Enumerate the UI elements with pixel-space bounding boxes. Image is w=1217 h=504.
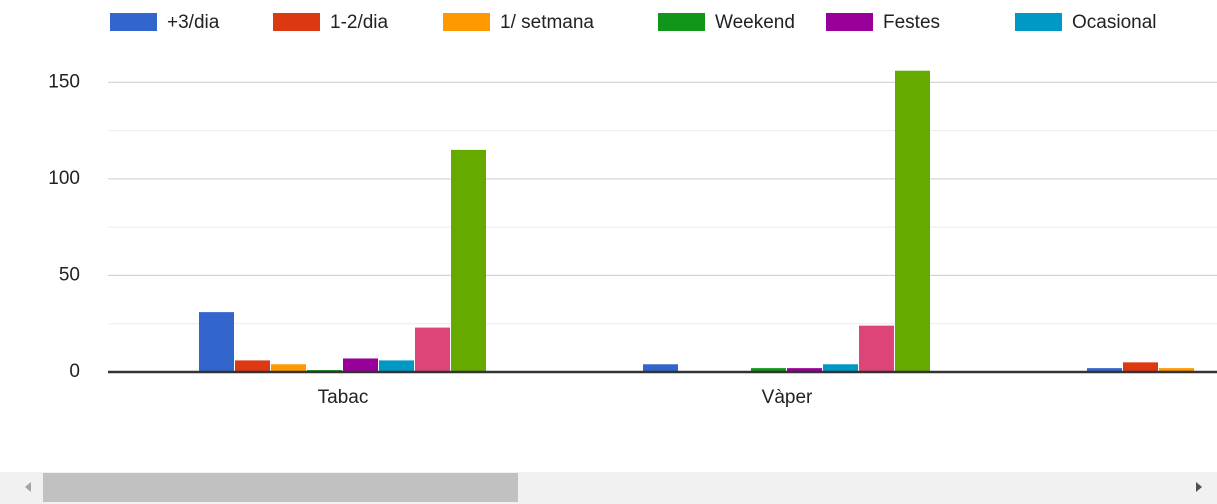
legend-swatch bbox=[110, 13, 157, 31]
legend-label: 1-2/dia bbox=[330, 12, 389, 33]
legend-swatch bbox=[273, 13, 320, 31]
x-tick-label: Vàper bbox=[762, 387, 813, 408]
bar bbox=[1087, 368, 1122, 372]
legend-swatch bbox=[443, 13, 490, 31]
legend-label: Weekend bbox=[715, 12, 795, 33]
bar bbox=[751, 368, 786, 372]
bar bbox=[859, 325, 894, 372]
bar bbox=[451, 149, 486, 372]
bar bbox=[415, 327, 450, 372]
legend-swatch bbox=[826, 13, 873, 31]
bar bbox=[235, 360, 270, 372]
bar bbox=[1123, 362, 1158, 372]
y-tick-label: 150 bbox=[48, 71, 80, 92]
scroll-thumb[interactable] bbox=[43, 473, 518, 502]
y-tick-label: 0 bbox=[69, 361, 80, 382]
bar bbox=[271, 364, 306, 372]
bar bbox=[343, 358, 378, 372]
legend-label: Ocasional bbox=[1072, 12, 1157, 33]
bar bbox=[823, 364, 858, 372]
bar bbox=[787, 368, 822, 372]
y-tick-label: 50 bbox=[59, 264, 80, 285]
scroll-right-arrow[interactable] bbox=[1196, 482, 1202, 492]
legend-label: +3/dia bbox=[167, 12, 220, 33]
legend-label: Festes bbox=[883, 12, 940, 33]
legend-label: 1/ setmana bbox=[500, 12, 594, 33]
scrollbar[interactable] bbox=[0, 472, 1217, 504]
bar bbox=[199, 312, 234, 372]
bar bbox=[643, 364, 678, 372]
bar bbox=[379, 360, 414, 372]
legend-swatch bbox=[658, 13, 705, 31]
bar bbox=[1159, 368, 1194, 372]
scroll-left-arrow[interactable] bbox=[25, 482, 31, 492]
x-tick-label: Tabac bbox=[318, 387, 369, 408]
bar bbox=[895, 70, 930, 372]
y-tick-label: 100 bbox=[48, 168, 80, 189]
legend-swatch bbox=[1015, 13, 1062, 31]
